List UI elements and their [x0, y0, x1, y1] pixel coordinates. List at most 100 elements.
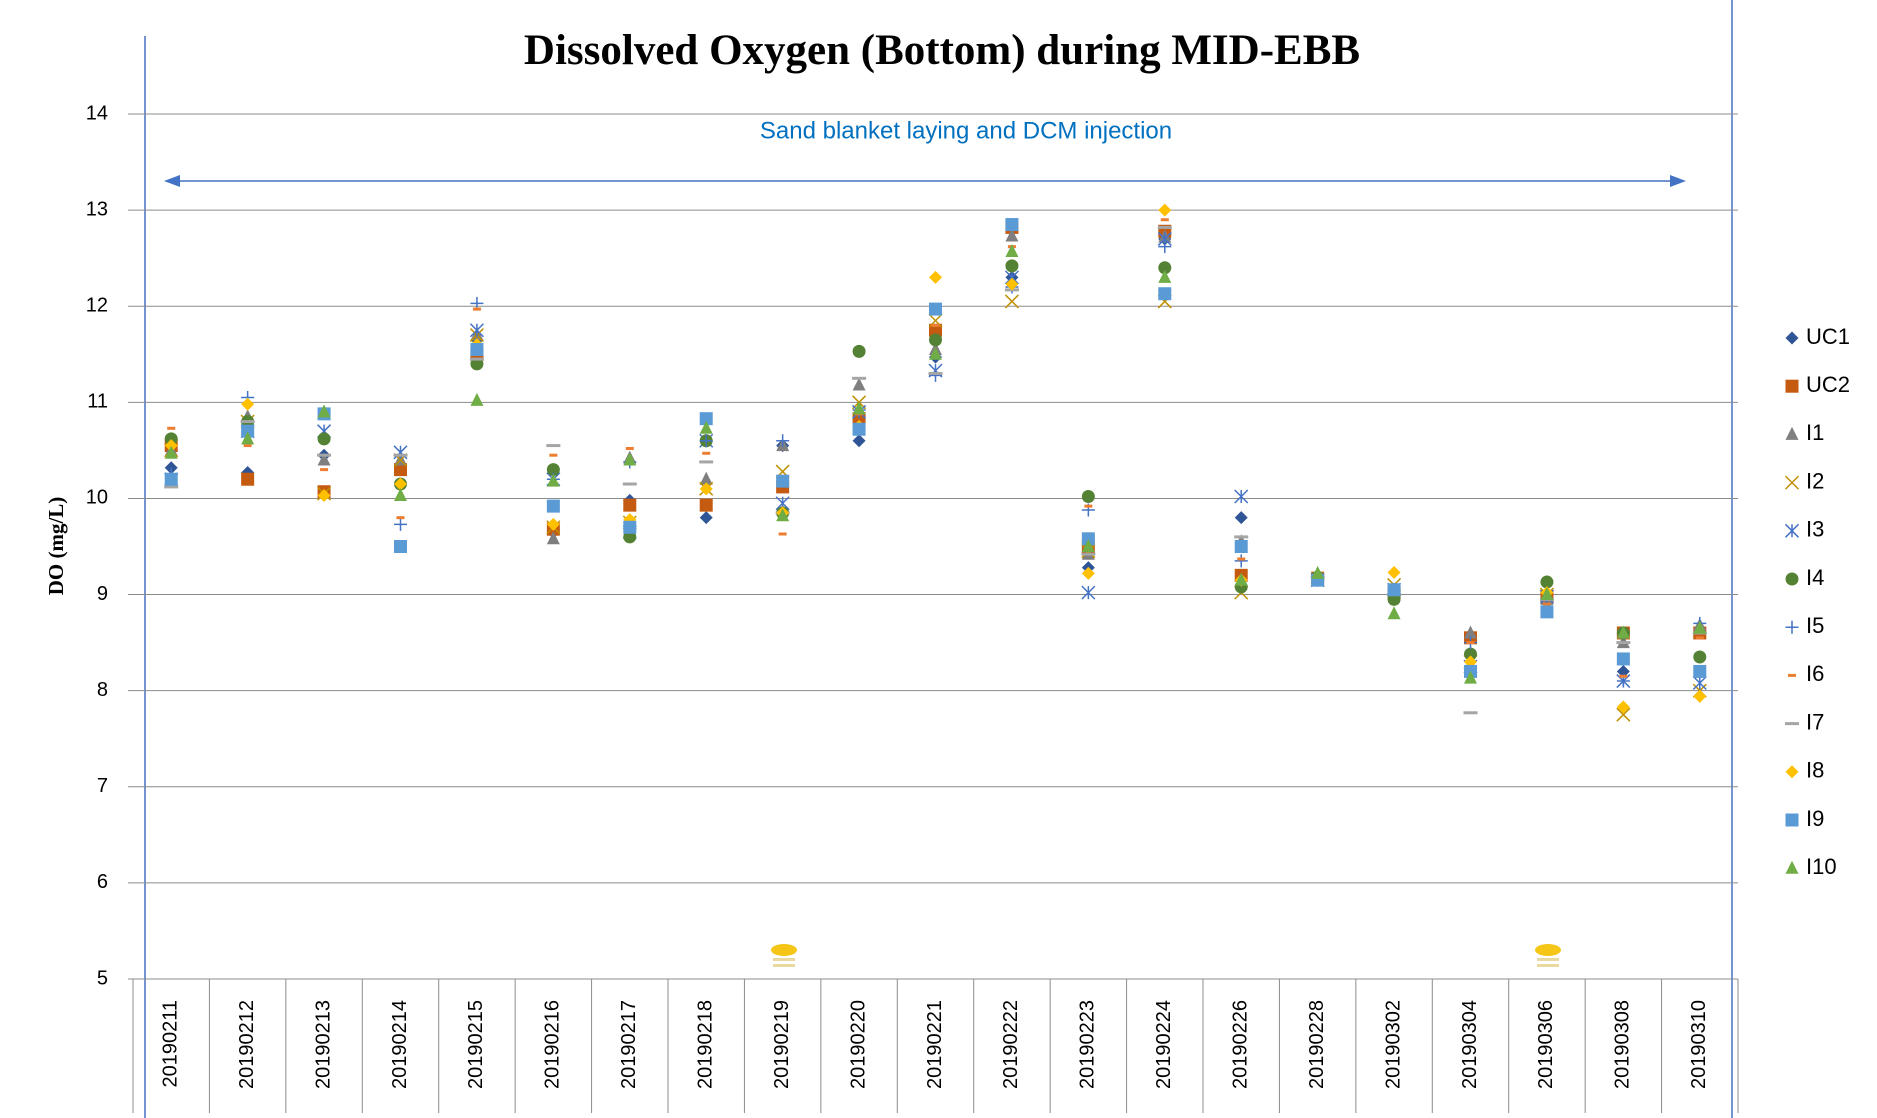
marker — [1616, 641, 1631, 645]
marker — [164, 472, 178, 486]
marker — [394, 463, 407, 477]
marker — [167, 426, 176, 430]
x-tick-label: 20190228 — [1306, 1000, 1328, 1089]
marker — [1616, 664, 1630, 678]
marker — [1464, 647, 1477, 661]
y-tick-label: 8 — [97, 679, 108, 701]
marker — [1234, 511, 1248, 525]
annotation: Sand blanket laying and DCM injection — [760, 117, 1172, 144]
y-tick-label: 11 — [87, 391, 108, 413]
marker — [317, 432, 331, 446]
marker — [546, 473, 560, 487]
marker — [396, 516, 405, 520]
marker — [243, 444, 252, 448]
marker — [241, 397, 255, 411]
marker — [928, 372, 943, 375]
legend-label: I9 — [1806, 806, 1824, 831]
marker — [1540, 575, 1554, 589]
marker — [472, 307, 481, 311]
legend-label: I1 — [1806, 420, 1824, 445]
marker — [1387, 583, 1401, 597]
marker — [546, 499, 560, 513]
marker — [394, 488, 407, 502]
y-tick-label: 6 — [97, 871, 108, 893]
arrow-head — [164, 175, 180, 187]
legend-marker — [1788, 673, 1796, 677]
marker — [1084, 504, 1093, 508]
marker — [470, 357, 484, 371]
marker — [931, 323, 940, 327]
marker — [241, 472, 255, 486]
marker — [1081, 490, 1095, 504]
x-tick-label: 20190308 — [1612, 1000, 1634, 1089]
marker — [852, 422, 866, 436]
marker — [241, 431, 255, 445]
marker — [469, 323, 484, 338]
series — [164, 218, 1707, 678]
legend-marker — [1785, 572, 1799, 586]
marker — [164, 461, 178, 475]
marker — [317, 453, 332, 457]
legend-label: UC2 — [1806, 372, 1850, 397]
marker — [852, 377, 866, 391]
marker — [549, 453, 558, 457]
marker — [929, 323, 942, 337]
legend-label: I4 — [1806, 565, 1824, 590]
marker — [394, 517, 407, 531]
marker — [320, 468, 329, 472]
marker — [1692, 675, 1707, 691]
y-tick-label: 9 — [97, 583, 108, 605]
marker — [317, 489, 331, 503]
marker — [1463, 711, 1478, 715]
marker — [1157, 225, 1172, 229]
marker — [1311, 565, 1325, 579]
x-tick-label: 20190211 — [159, 1000, 181, 1088]
legend-label: I6 — [1806, 661, 1824, 686]
legend-marker — [1785, 765, 1799, 779]
marker — [776, 474, 790, 488]
marker — [929, 346, 942, 360]
x-tick-label: 20190306 — [1535, 1000, 1557, 1089]
marker — [164, 445, 178, 459]
marker — [546, 531, 560, 545]
marker — [164, 432, 178, 446]
marker — [623, 520, 637, 534]
marker — [1005, 243, 1019, 257]
marker — [1693, 664, 1707, 678]
legend-marker — [1784, 523, 1800, 538]
legend-marker — [1785, 722, 1799, 726]
marker — [1234, 535, 1249, 539]
y-tick-label: 7 — [97, 775, 108, 797]
marker — [164, 485, 179, 489]
marker — [852, 376, 867, 380]
annotation-arrow — [164, 175, 1686, 187]
legend-label: UC1 — [1806, 324, 1850, 349]
marker — [1693, 650, 1707, 664]
legend-label: I3 — [1806, 517, 1824, 542]
x-tick-label: 20190304 — [1459, 1000, 1481, 1089]
marker — [625, 446, 634, 450]
legend-label: I7 — [1806, 709, 1824, 734]
marker — [699, 511, 713, 525]
marker — [929, 333, 942, 347]
x-tick-label: 20190222 — [1000, 1000, 1022, 1089]
legend-marker — [1785, 813, 1799, 827]
legend-label: I10 — [1806, 854, 1837, 879]
marker — [699, 434, 713, 448]
y-tick-label: 5 — [97, 967, 108, 989]
marker — [699, 498, 713, 512]
y-tick-label: 14 — [86, 102, 108, 124]
marker — [852, 434, 866, 448]
marker — [1158, 287, 1172, 301]
legend-marker — [1785, 620, 1799, 634]
marker — [1158, 261, 1172, 275]
marker — [1237, 557, 1246, 561]
legend-marker — [1785, 426, 1799, 440]
x-tick-label: 20190217 — [618, 1000, 640, 1089]
marker — [1616, 625, 1630, 639]
marker — [929, 302, 942, 316]
legend-label: I8 — [1806, 758, 1824, 783]
marker — [1387, 606, 1401, 620]
x-tick-label: 20190219 — [771, 1000, 793, 1089]
